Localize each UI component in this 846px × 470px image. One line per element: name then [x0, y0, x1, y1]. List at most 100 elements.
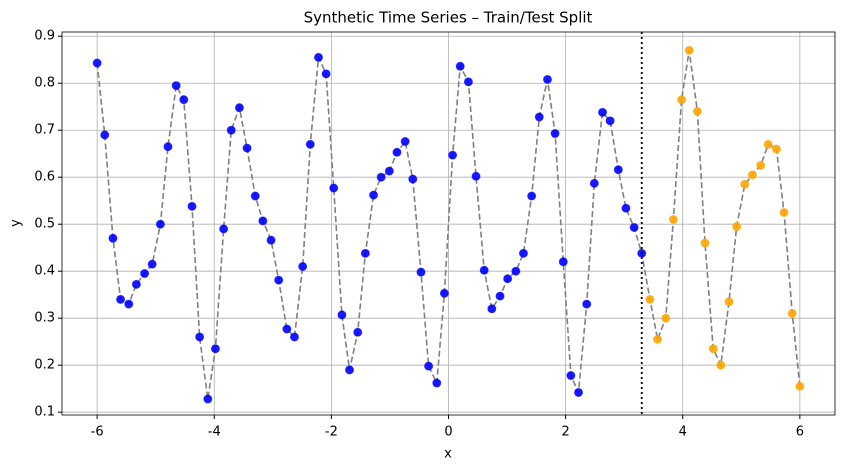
- point: [305, 139, 315, 149]
- point: [108, 233, 118, 243]
- point: [100, 130, 110, 140]
- point: [400, 136, 410, 146]
- point: [763, 139, 773, 149]
- point: [471, 171, 481, 181]
- point: [747, 170, 757, 180]
- point: [408, 174, 418, 184]
- point: [448, 150, 458, 160]
- point: [274, 275, 284, 285]
- x-tick-label: -4: [208, 425, 221, 440]
- point: [756, 160, 766, 170]
- point: [668, 215, 678, 225]
- y-tick-label: 0.1: [34, 405, 55, 420]
- point: [92, 58, 102, 68]
- point: [550, 129, 560, 139]
- point: [195, 332, 205, 342]
- point: [416, 267, 426, 277]
- point: [163, 142, 173, 152]
- point: [289, 332, 299, 342]
- point: [345, 365, 355, 375]
- point: [495, 291, 505, 301]
- point: [392, 147, 402, 157]
- x-tick-label: -6: [91, 425, 104, 440]
- y-tick-label: 0.2: [34, 358, 55, 373]
- x-tick-label: 4: [679, 425, 687, 440]
- point: [337, 310, 347, 320]
- point: [353, 327, 363, 337]
- point: [708, 344, 718, 354]
- point: [534, 112, 544, 122]
- point: [598, 107, 608, 117]
- point: [155, 219, 165, 229]
- point: [321, 69, 331, 79]
- y-tick-label: 0.3: [34, 311, 55, 326]
- point: [282, 324, 292, 334]
- chart-title: Synthetic Time Series – Train/Test Split: [304, 9, 593, 27]
- point: [116, 294, 126, 304]
- point: [684, 45, 694, 55]
- point: [313, 52, 323, 62]
- point: [732, 222, 742, 232]
- point: [653, 334, 663, 344]
- point: [266, 235, 276, 245]
- point: [298, 261, 308, 271]
- point: [131, 279, 141, 289]
- point: [582, 299, 592, 309]
- point: [376, 172, 386, 182]
- x-tick-label: 2: [561, 425, 569, 440]
- point: [795, 381, 805, 391]
- point: [621, 203, 631, 213]
- point: [613, 165, 623, 175]
- point: [171, 81, 181, 91]
- x-tick-label: -2: [325, 425, 338, 440]
- point: [787, 308, 797, 318]
- point: [779, 207, 789, 217]
- point: [605, 116, 615, 126]
- point: [487, 304, 497, 314]
- point: [700, 238, 710, 248]
- point: [329, 183, 339, 193]
- point: [124, 299, 134, 309]
- point: [140, 269, 150, 279]
- connecting-line: [96, 50, 801, 400]
- point: [589, 178, 599, 188]
- point: [369, 190, 379, 200]
- point: [629, 222, 639, 232]
- point: [661, 313, 671, 323]
- point: [716, 360, 726, 370]
- y-tick-label: 0.9: [34, 29, 55, 44]
- point: [179, 95, 189, 105]
- y-tick-label: 0.6: [34, 170, 55, 185]
- point: [219, 224, 229, 234]
- point: [692, 106, 702, 116]
- point: [503, 274, 513, 284]
- y-tick-label: 0.8: [34, 76, 55, 91]
- y-axis-label: y: [9, 219, 24, 227]
- point: [210, 344, 220, 354]
- point: [455, 61, 465, 71]
- point: [226, 125, 236, 135]
- point: [542, 74, 552, 84]
- point: [439, 288, 449, 298]
- x-tick-label: 0: [444, 425, 452, 440]
- point: [384, 166, 394, 176]
- point: [574, 387, 584, 397]
- point: [250, 191, 260, 201]
- point: [527, 191, 537, 201]
- point: [242, 143, 252, 153]
- point: [677, 95, 687, 105]
- point: [432, 378, 442, 388]
- x-axis-label: x: [444, 447, 452, 462]
- point: [566, 371, 576, 381]
- point: [147, 259, 157, 269]
- point: [645, 294, 655, 304]
- y-tick-label: 0.5: [34, 217, 55, 232]
- point: [724, 297, 734, 307]
- point: [771, 144, 781, 154]
- plot-frame: [61, 31, 836, 416]
- point: [518, 248, 528, 258]
- point: [479, 265, 489, 275]
- y-tick-label: 0.4: [34, 264, 55, 279]
